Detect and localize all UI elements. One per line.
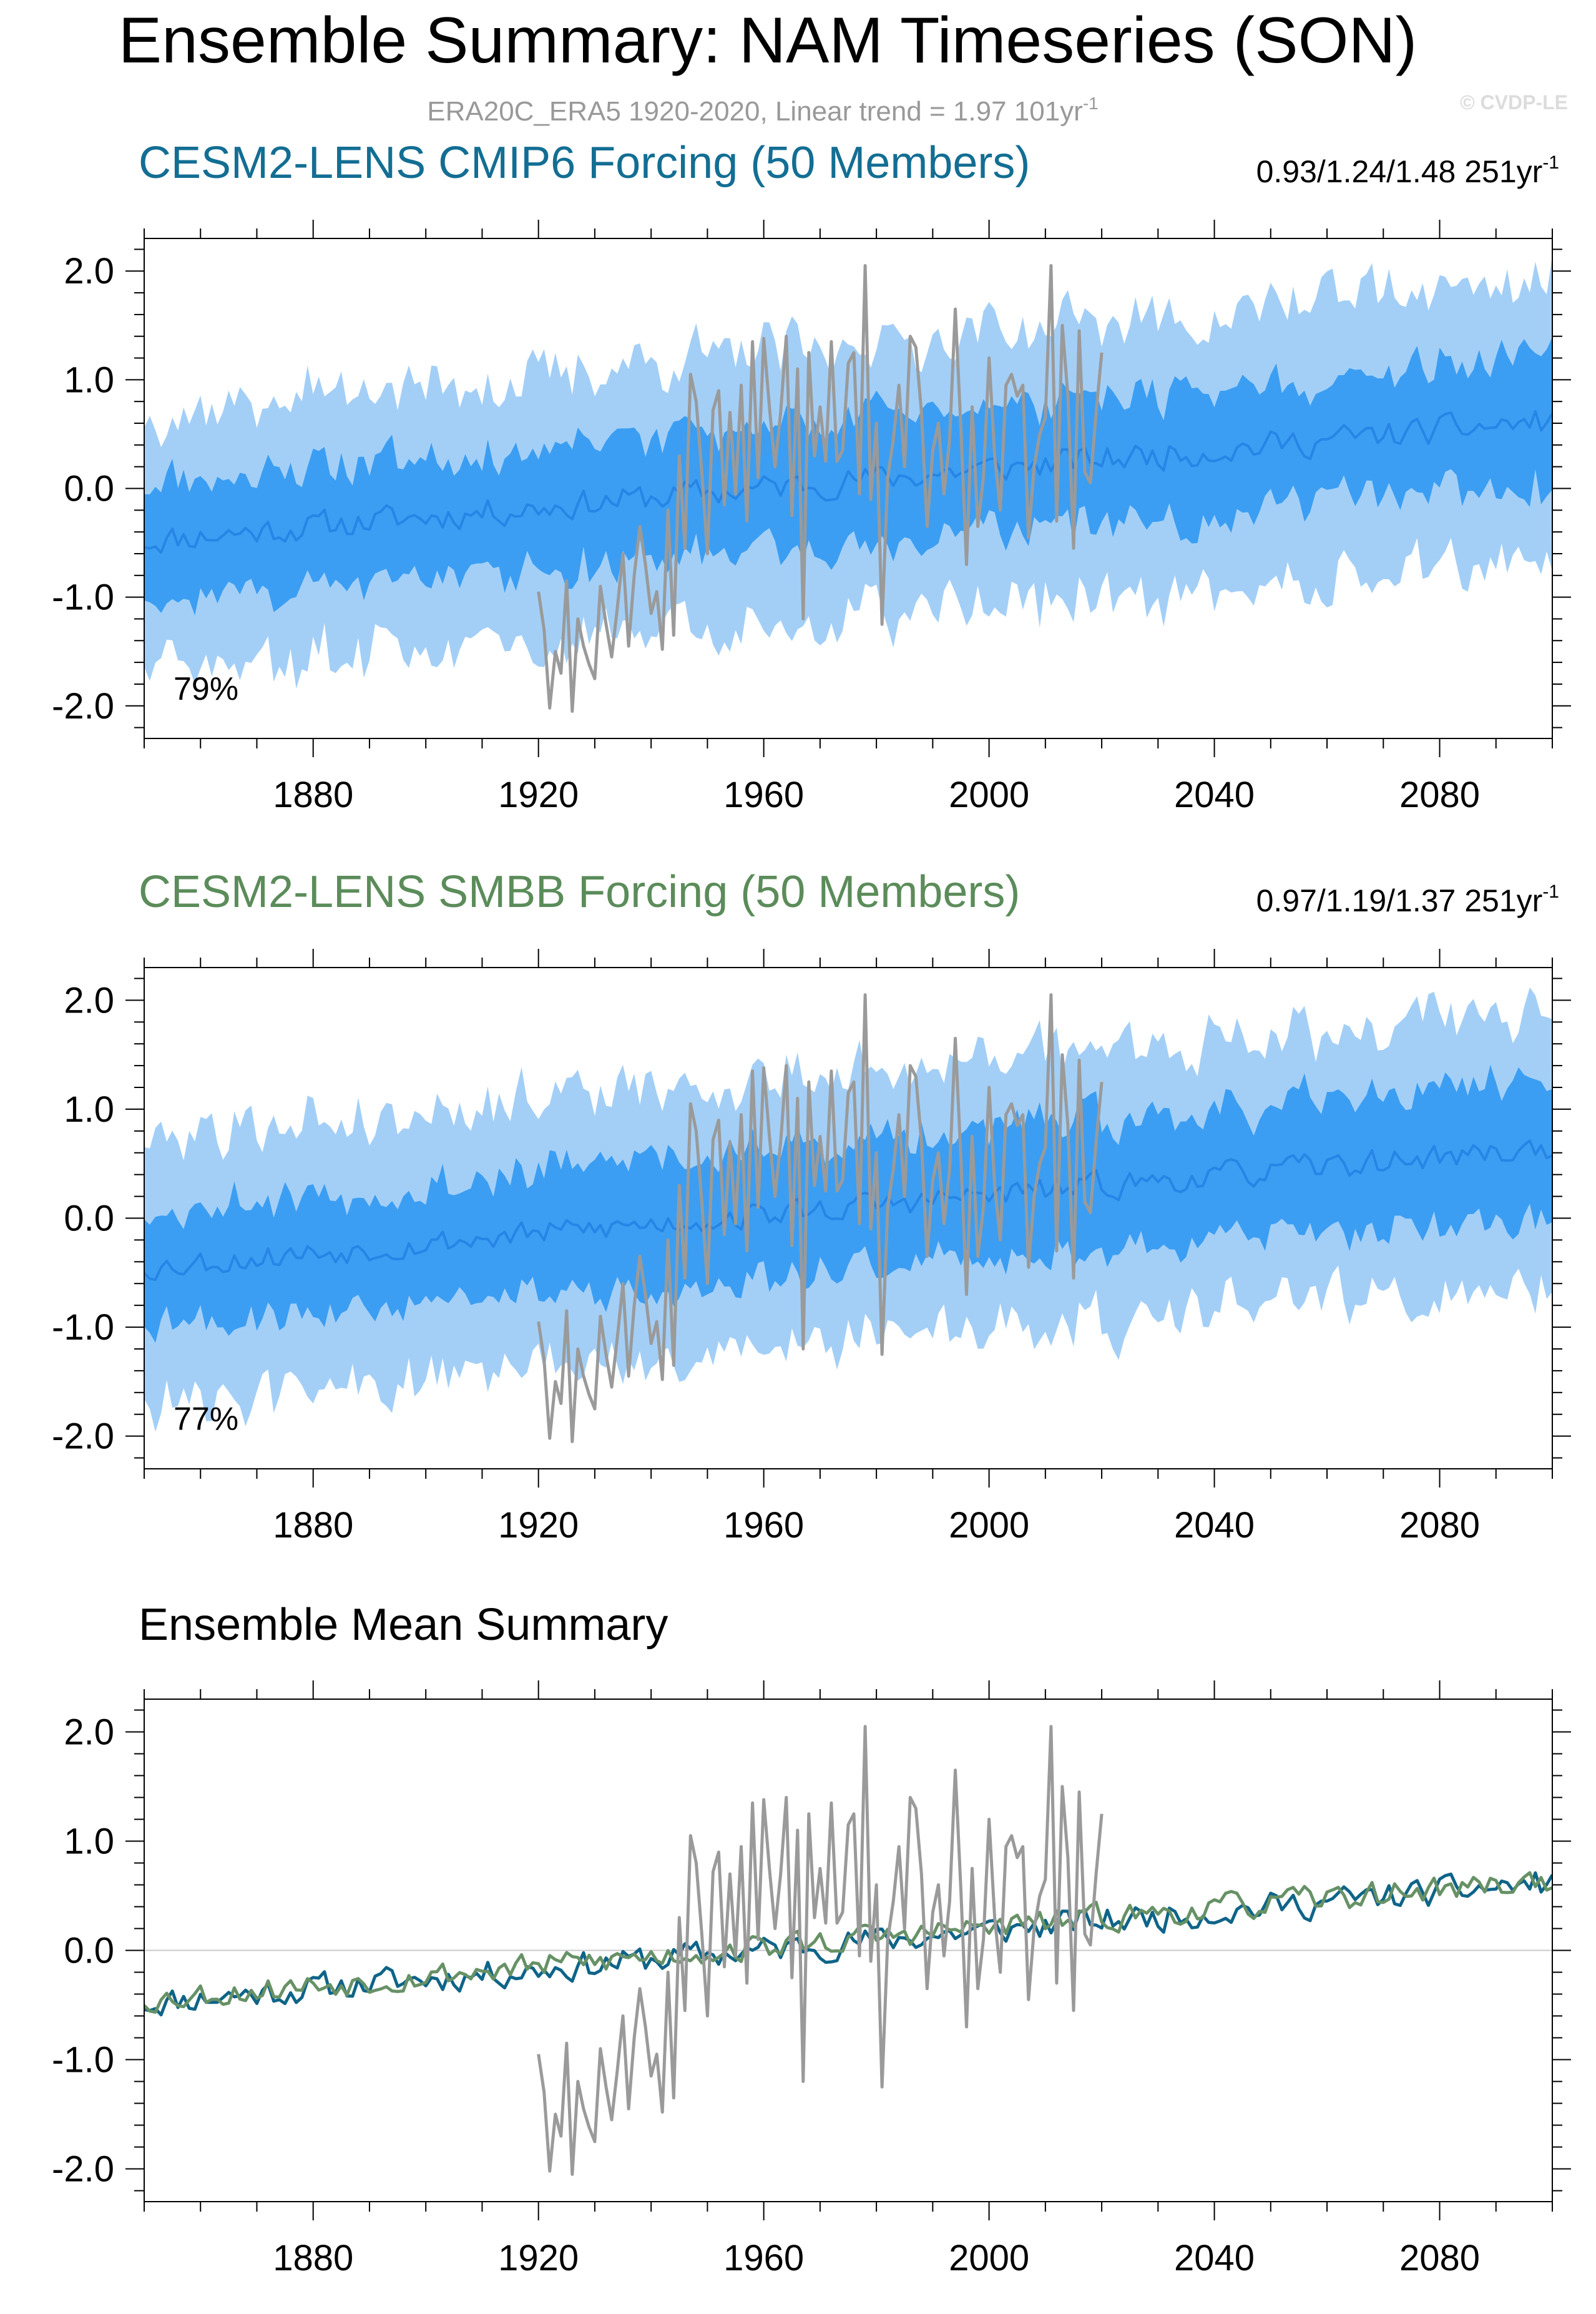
panel-smbb-obs-line bbox=[537, 993, 1104, 1443]
panel-ensemble-mean-xtick-label: 2040 bbox=[1174, 2238, 1255, 2278]
panel-smbb-trend: 0.97/1.19/1.37 251yr-1 bbox=[1256, 881, 1559, 918]
panel-ensemble-mean-ytick-label: 2.0 bbox=[64, 1712, 114, 1753]
panel-cmip6-ytick-label: 0.0 bbox=[64, 469, 114, 509]
panel-smbb-ytick-label: 0.0 bbox=[64, 1199, 114, 1239]
panel-smbb-ytick-label: 2.0 bbox=[64, 980, 114, 1021]
figure-title: Ensemble Summary: NAM Timeseries (SON) bbox=[119, 4, 1417, 77]
panel-smbb-percent-label: 77% bbox=[174, 1401, 238, 1438]
panel-ensemble-mean-ytick-label: 0.0 bbox=[64, 1931, 114, 1971]
panel-ensemble-mean-obs-line bbox=[537, 1725, 1104, 2176]
panel-ensemble-mean-xtick-label: 2080 bbox=[1399, 2238, 1480, 2278]
panel-smbb-xtick-label: 2000 bbox=[949, 1505, 1029, 1546]
panel-cmip6-ytick-label: -1.0 bbox=[52, 577, 114, 618]
panel-cmip6-ytick-label: 1.0 bbox=[64, 360, 114, 400]
panel-ensemble-mean-title: Ensemble Mean Summary bbox=[139, 1600, 668, 1650]
panel-cmip6-ytick-label: 2.0 bbox=[64, 251, 114, 292]
panel-smbb-data-area bbox=[144, 987, 1552, 1443]
panel-smbb-xtick-label: 1880 bbox=[273, 1505, 353, 1546]
panel-ensemble-mean-smbb-mean-line bbox=[144, 1871, 1552, 2014]
panel-cmip6: CESM2-LENS CMIP6 Forcing (50 Members) 0.… bbox=[52, 138, 1571, 815]
panel-smbb-xtick-label: 2040 bbox=[1174, 1505, 1255, 1546]
panel-cmip6-data-area bbox=[144, 255, 1552, 713]
obs-subtitle-sup: -1 bbox=[1083, 94, 1099, 113]
panel-smbb-ytick-label: 1.0 bbox=[64, 1089, 114, 1130]
panel-cmip6-xtick-label: 2000 bbox=[949, 775, 1029, 815]
panel-cmip6-inner-spread bbox=[144, 337, 1552, 615]
panel-smbb-title: CESM2-LENS SMBB Forcing (50 Members) bbox=[139, 867, 1020, 917]
panel-cmip6-plot: 1880 1920 1960 2000 2040 2080 -2.0 -1.0 0.0 1.0 2.… bbox=[52, 220, 1571, 815]
panel-smbb-xtick-label: 2080 bbox=[1399, 1505, 1480, 1546]
watermark: © CVDP-LE bbox=[1460, 91, 1568, 114]
panel-cmip6-obs-line bbox=[537, 264, 1104, 713]
panel-smbb: CESM2-LENS SMBB Forcing (50 Members) 0.9… bbox=[52, 867, 1571, 1546]
panel-ensemble-mean-xtick-label: 1960 bbox=[723, 2238, 804, 2278]
panel-cmip6-trend-sup: -1 bbox=[1542, 152, 1559, 173]
panel-smbb-trend-text: 0.97/1.19/1.37 251yr bbox=[1256, 883, 1543, 918]
panel-ensemble-mean-ytick-label: 1.0 bbox=[64, 1821, 114, 1862]
panel-ensemble-mean-ytick-label: -2.0 bbox=[52, 2149, 114, 2190]
panel-ensemble-mean-cmip6-mean-line bbox=[144, 1871, 1552, 2017]
panel-cmip6-xtick-label: 1920 bbox=[498, 775, 579, 815]
panel-cmip6-percent-label: 79% bbox=[174, 671, 238, 707]
panel-ensemble-mean-plot: 1880 1920 1960 2000 2040 2080 -2.0 -1.0 0.0 1.0 2.… bbox=[52, 1680, 1571, 2278]
panel-ensemble-mean-xtick-label: 1880 bbox=[273, 2238, 353, 2278]
panel-cmip6-xtick-label: 2040 bbox=[1174, 775, 1255, 815]
panel-smbb-xtick-label: 1960 bbox=[723, 1505, 804, 1546]
panel-smbb-ytick-label: -1.0 bbox=[52, 1307, 114, 1348]
panel-cmip6-xtick-label: 1960 bbox=[723, 775, 804, 815]
panel-ensemble-mean-xtick-label: 1920 bbox=[498, 2238, 579, 2278]
panel-cmip6-ytick-label: -2.0 bbox=[52, 686, 114, 727]
panel-ensemble-mean: Ensemble Mean Summary 1880 1920 1960 2000 20… bbox=[52, 1600, 1571, 2278]
panel-smbb-ytick-label: -2.0 bbox=[52, 1416, 114, 1457]
panel-cmip6-trend: 0.93/1.24/1.48 251yr-1 bbox=[1256, 152, 1559, 189]
obs-subtitle: ERA20C_ERA5 1920-2020, Linear trend = 1.… bbox=[427, 94, 1099, 127]
obs-subtitle-text: ERA20C_ERA5 1920-2020, Linear trend = 1.… bbox=[427, 96, 1083, 127]
panel-cmip6-title: CESM2-LENS CMIP6 Forcing (50 Members) bbox=[139, 138, 1030, 188]
panel-smbb-trend-sup: -1 bbox=[1542, 881, 1559, 902]
panel-cmip6-xtick-label: 2080 bbox=[1399, 775, 1480, 815]
panel-smbb-ensemble-mean-line bbox=[144, 1139, 1552, 1282]
panel-ensemble-mean-data-area bbox=[144, 1725, 1552, 2176]
panel-smbb-xtick-label: 1920 bbox=[498, 1505, 579, 1546]
panel-cmip6-xtick-label: 1880 bbox=[273, 775, 353, 815]
panel-cmip6-ensemble-mean-line bbox=[144, 409, 1552, 554]
panel-smbb-plot: 1880 1920 1960 2000 2040 2080 -2.0 -1.0 0.0 1.0 2.… bbox=[52, 949, 1571, 1546]
panel-ensemble-mean-xtick-label: 2000 bbox=[949, 2238, 1029, 2278]
panel-cmip6-trend-text: 0.93/1.24/1.48 251yr bbox=[1256, 154, 1543, 189]
panel-ensemble-mean-ytick-label: -1.0 bbox=[52, 2040, 114, 2081]
